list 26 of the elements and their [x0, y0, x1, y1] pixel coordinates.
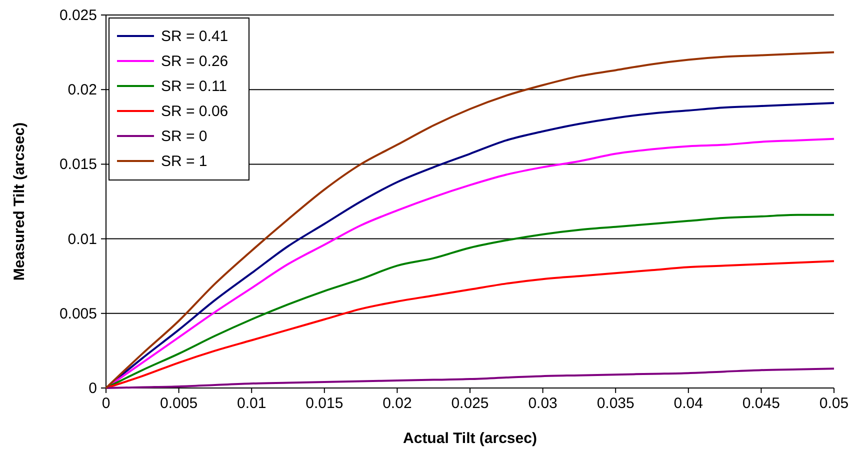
x-tick-label: 0.01 — [237, 395, 266, 412]
x-tick-label: 0.035 — [596, 395, 634, 412]
y-axis-title: Measured Tilt (arcsec) — [11, 122, 28, 281]
line-series — [105, 368, 835, 389]
x-tick-label: 0.005 — [160, 395, 198, 412]
x-tick-label: 0.045 — [742, 395, 780, 412]
y-tick-label: 0.02 — [68, 82, 97, 99]
legend-label: SR = 0 — [161, 128, 208, 145]
y-tick-label: 0.025 — [59, 7, 97, 24]
x-tick-label: 0.015 — [306, 395, 344, 412]
y-tick-label: 0.015 — [59, 156, 97, 174]
x-tick-label: 0.05 — [819, 395, 849, 412]
legend-label: SR = 1 — [161, 153, 208, 170]
legend-label: SR = 0.41 — [161, 28, 228, 45]
x-tick-label: 0.03 — [528, 395, 558, 412]
legend-label: SR = 0.06 — [161, 103, 228, 120]
legend-label: SR = 0.26 — [161, 53, 228, 70]
x-axis-title: Actual Tilt (arcsec) — [403, 430, 537, 447]
y-tick-label: 0 — [88, 380, 97, 397]
y-tick-label: 0.01 — [68, 230, 97, 248]
x-tick-label: 0 — [102, 395, 110, 412]
x-tick-label: 0.02 — [382, 395, 412, 412]
legend-label: SR = 0.11 — [161, 78, 228, 95]
x-tick-label: 0.025 — [451, 395, 489, 412]
x-tick-label: 0.04 — [674, 395, 703, 412]
y-tick-label: 0.005 — [59, 305, 97, 322]
